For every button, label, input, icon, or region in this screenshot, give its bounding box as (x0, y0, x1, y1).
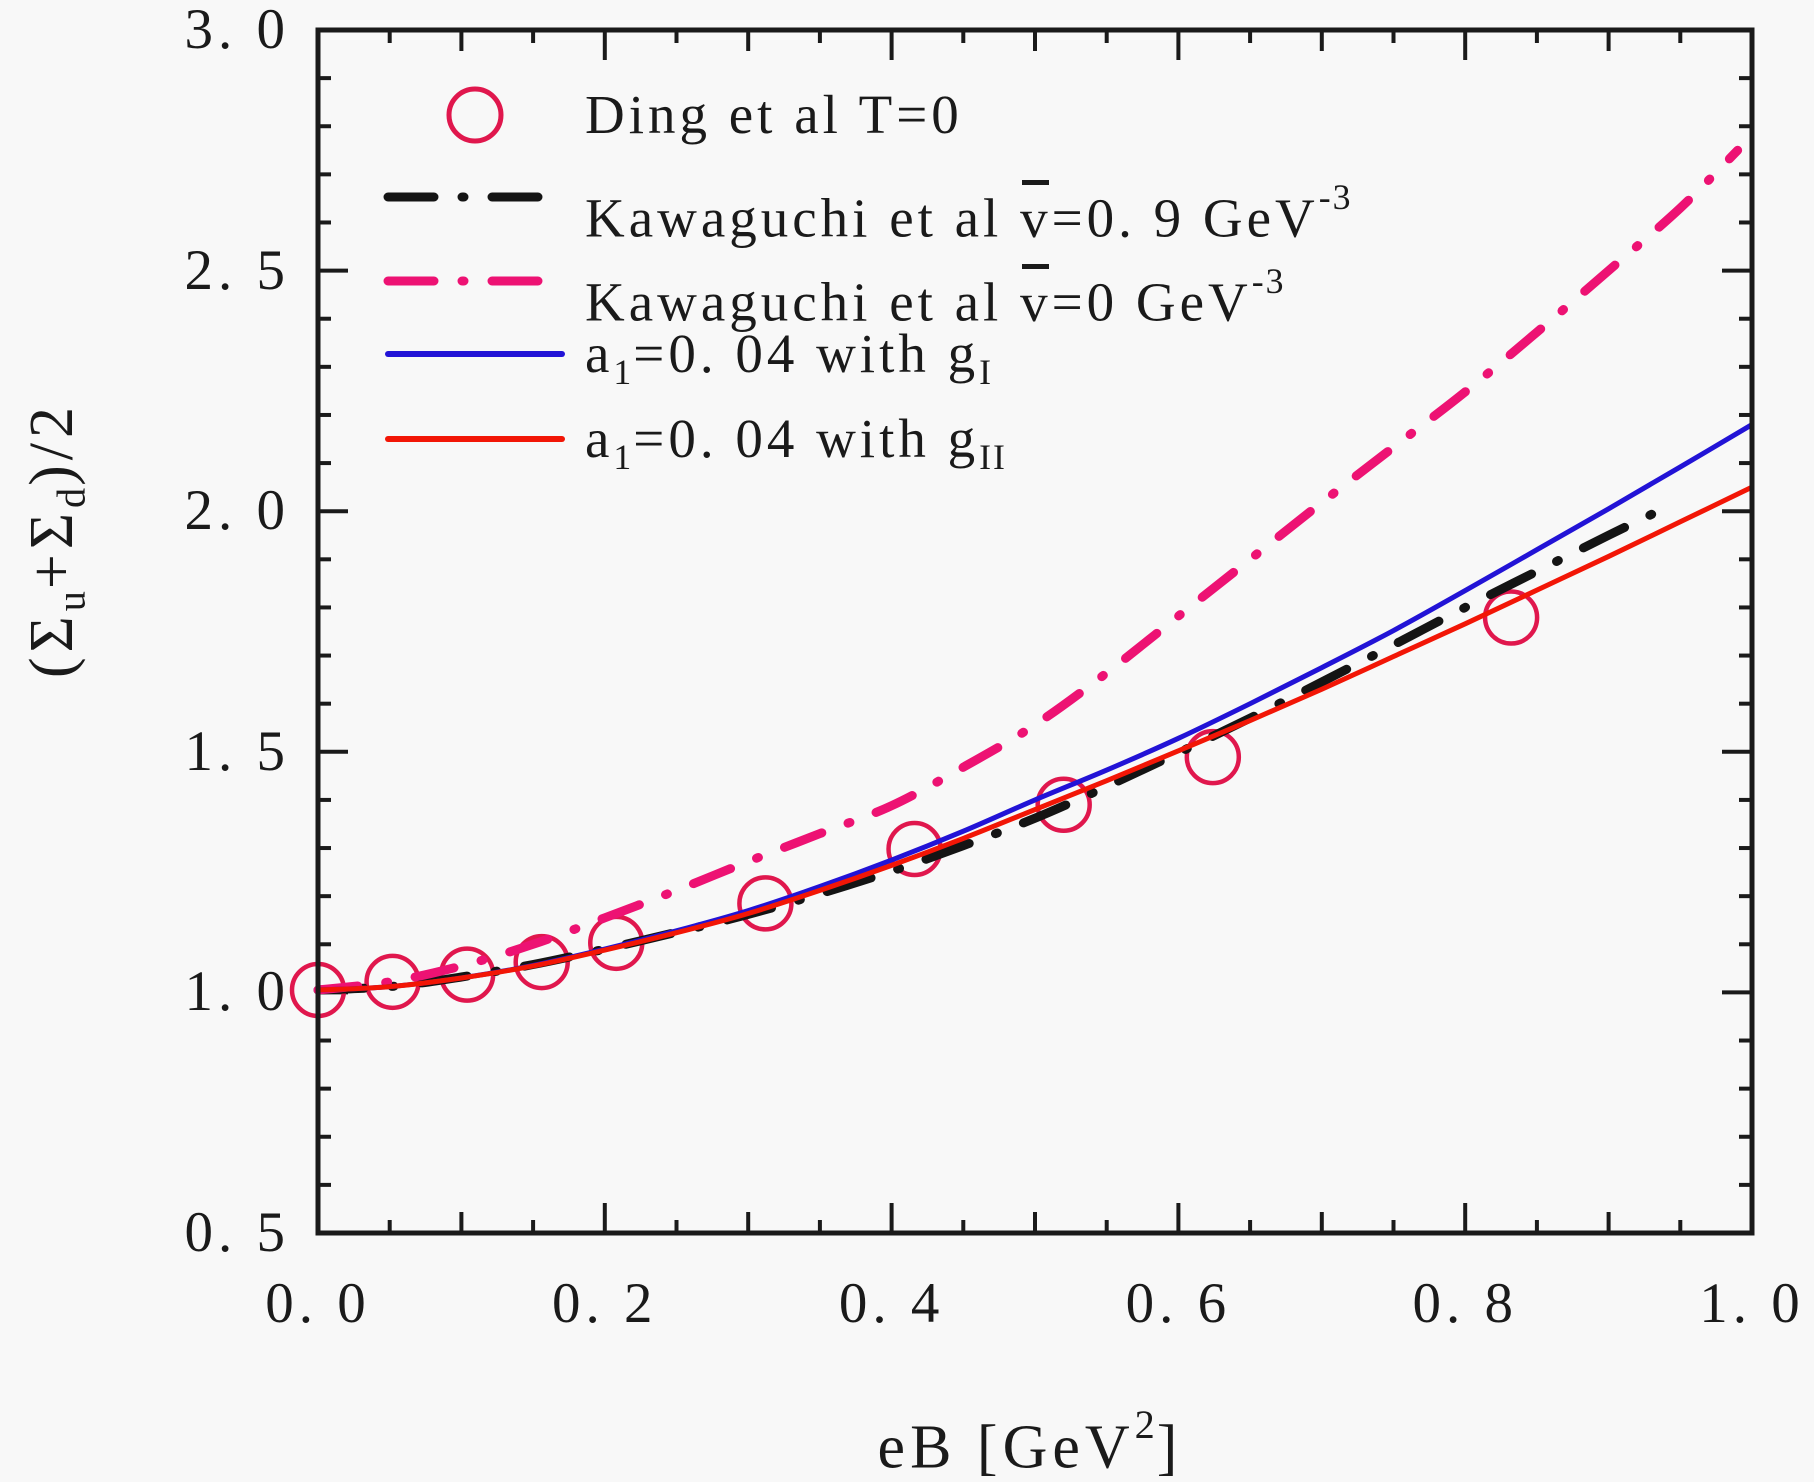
legend-markers (383, 86, 567, 442)
data-point-ding (1184, 728, 1242, 786)
plot-frame (315, 27, 1755, 1236)
y-tick-label: 2. 5 (184, 238, 290, 302)
data-point-ding (1035, 776, 1092, 833)
y-tick-label: 1. 5 (184, 719, 290, 783)
x-tick-label: 0. 4 (838, 1272, 945, 1335)
curve-a1_gII (315, 484, 1755, 993)
x-tick-label: 1. 0 (1699, 1272, 1805, 1335)
y-axis-title: (Σu+Σd)/2 (18, 402, 94, 678)
y-tick-label: 2. 0 (184, 479, 290, 543)
data-point-ding (1482, 589, 1540, 646)
curve-a1_gI (315, 422, 1755, 993)
data-point-ding (364, 953, 421, 1011)
legend-label-a1_gII: a1=0. 04 with gII (585, 408, 1007, 477)
x-tick-label: 0. 6 (1125, 1272, 1232, 1335)
curve-kawaguchi_v0 (313, 145, 1743, 995)
legend-marker-circle (446, 86, 504, 144)
x-tick-label: 0. 2 (552, 1272, 658, 1335)
data-point-ding (513, 933, 570, 991)
x-axis-title: eB [GeV2] (877, 1402, 1183, 1482)
x-tick-label: 0. 0 (265, 1272, 371, 1335)
x-tick-label: 0. 8 (1412, 1272, 1518, 1335)
legend-label-kawaguchi_v09: Kawaguchi et al v=0. 9 GeV-3 (585, 164, 1353, 252)
legend-label-kawaguchi_v0: Kawaguchi et al v=0 GeV-3 (585, 248, 1286, 336)
data-point-ding (737, 875, 794, 932)
y-tick-label: 3. 0 (184, 0, 290, 61)
legend-label-ding: Ding et al T=0 (585, 84, 963, 145)
legend-label-a1_gI: a1=0. 04 with gI (585, 323, 994, 392)
y-tick-label: 1. 0 (184, 960, 290, 1024)
y-tick-label: 0. 5 (184, 1201, 290, 1264)
